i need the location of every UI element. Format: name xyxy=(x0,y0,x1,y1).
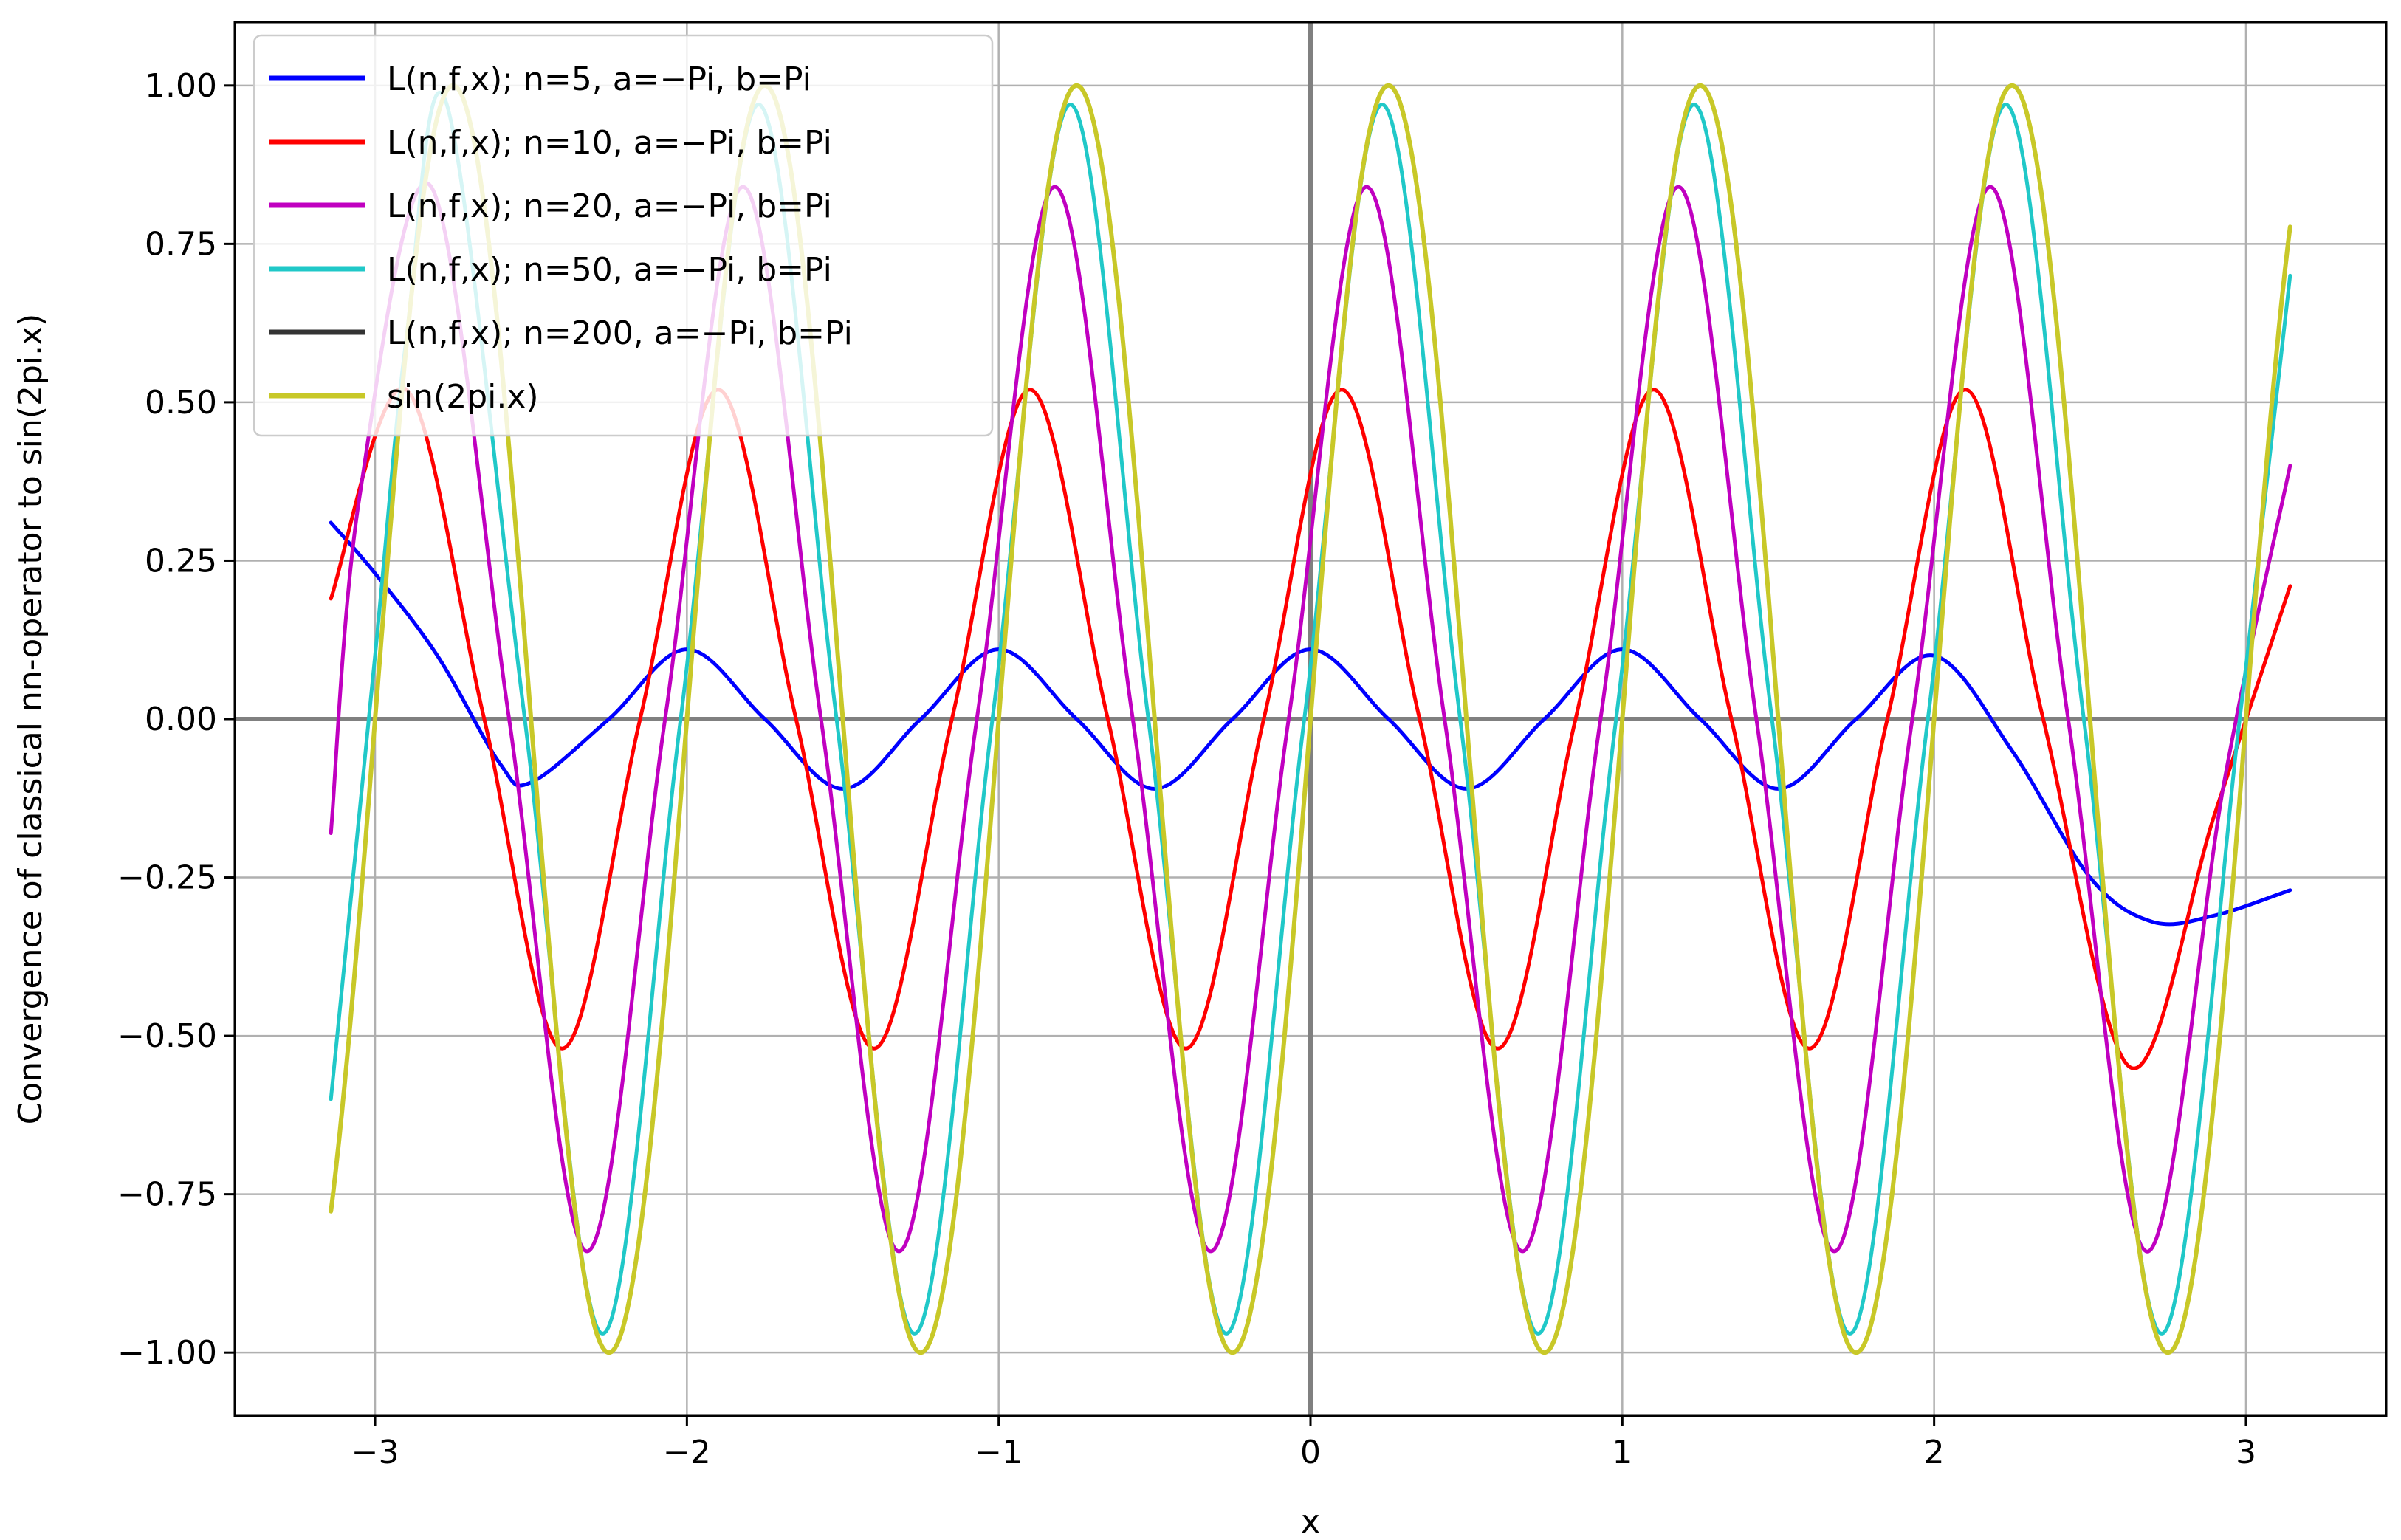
axis-ticks: −3 −2 −1 0 1 2 3 1.00 0.75 0.50 0.25 0.00 −0.25 −0.50… xyxy=(117,67,2256,1471)
x-tick-label: −1 xyxy=(975,1434,1023,1471)
legend-label: L(n,f,x); n=200, a=−Pi, b=Pi xyxy=(387,314,853,352)
x-tick-label: 2 xyxy=(1924,1434,1945,1471)
x-tick-label: −3 xyxy=(351,1434,399,1471)
x-tick-label: 0 xyxy=(1300,1434,1321,1471)
series-line-n20 xyxy=(329,181,2292,1254)
legend: L(n,f,x); n=5, a=−Pi, b=Pi L(n,f,x); n=10… xyxy=(253,34,994,437)
series-line-sin2pi xyxy=(329,83,2292,1355)
x-axis-title: x xyxy=(1301,1503,1320,1540)
y-tick-label: −0.50 xyxy=(117,1017,217,1055)
y-tick-label: −0.25 xyxy=(117,859,217,897)
legend-label: L(n,f,x); n=20, a=−Pi, b=Pi xyxy=(387,188,832,225)
legend-label: L(n,f,x); n=50, a=−Pi, b=Pi xyxy=(387,251,832,289)
y-tick-label: −1.00 xyxy=(117,1334,217,1372)
legend-box xyxy=(253,34,994,437)
y-tick-label: 0.50 xyxy=(145,384,217,422)
series-line-n5 xyxy=(329,520,2292,927)
series-lines xyxy=(329,83,2292,1355)
legend-label: L(n,f,x); n=5, a=−Pi, b=Pi xyxy=(387,61,811,98)
y-tick-label: −0.75 xyxy=(117,1176,217,1214)
y-tick-label: 1.00 xyxy=(145,67,217,105)
y-tick-label: 0.75 xyxy=(145,225,217,263)
x-tick-label: −2 xyxy=(663,1434,711,1471)
legend-label: L(n,f,x); n=10, a=−Pi, b=Pi xyxy=(387,124,832,162)
x-tick-label: 3 xyxy=(2236,1434,2256,1471)
series-line-n10 xyxy=(329,386,2292,1070)
legend-label: sin(2pi.x) xyxy=(387,378,539,416)
y-tick-label: 0.25 xyxy=(145,542,217,580)
y-tick-label: 0.00 xyxy=(145,701,217,738)
x-tick-label: 1 xyxy=(1612,1434,1632,1471)
y-axis-title: Convergence of classical nn-operator to … xyxy=(12,314,49,1125)
